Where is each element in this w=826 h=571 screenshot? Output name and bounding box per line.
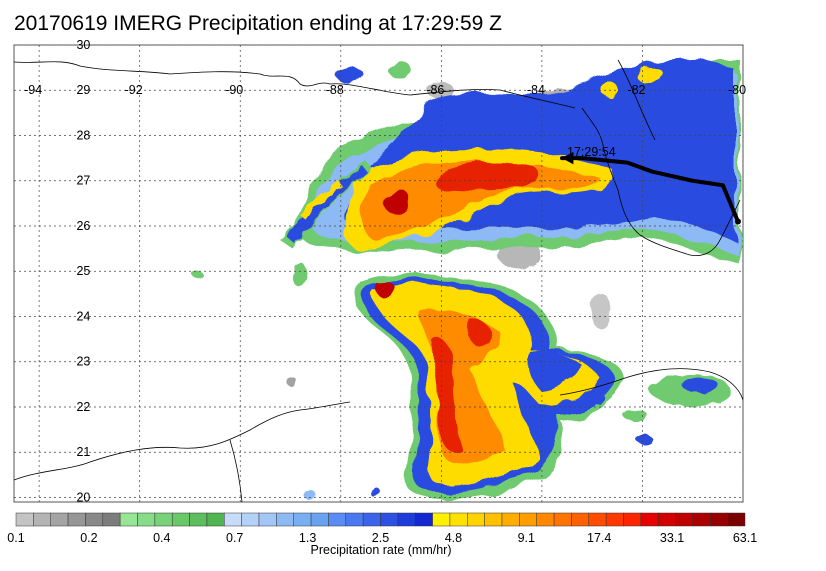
colorbar-swatch: [727, 512, 746, 527]
latitude-tick-label: 22: [76, 400, 90, 414]
page-title: 20170619 IMERG Precipitation ending at 1…: [14, 12, 502, 35]
colorbar-tick-label: 4.8: [444, 531, 463, 545]
longitude-labels: -94 -92 -90 -88 -86 -84 -82 -80: [24, 83, 746, 97]
colorbar-swatch: [258, 512, 277, 527]
track-arrow: [562, 151, 574, 165]
colorbar-tick-label: 17.4: [587, 531, 612, 545]
colorbar-swatch: [380, 512, 399, 527]
colorbar-swatch: [501, 512, 520, 527]
colorbar-swatch: [224, 512, 242, 527]
latitude-labels: 30 29 28 27 26 25 24 23 22 21 20: [76, 38, 90, 504]
colorbar-swatch: [449, 512, 468, 527]
longitude-tick-label: -94: [24, 83, 42, 97]
colorbar-swatch: [623, 512, 642, 527]
colorbar-swatch: [710, 512, 728, 527]
colorbar-swatch: [588, 512, 607, 527]
latitude-tick-label: 29: [76, 83, 90, 97]
colorbar-tick-label: 9.1: [517, 531, 535, 545]
colorbar-tick-label: 2.5: [371, 531, 390, 545]
colorbar-swatch: [571, 512, 590, 527]
colorbar-swatch: [657, 512, 676, 527]
colorbar: [15, 512, 746, 527]
colorbar-swatch: [85, 512, 104, 527]
latitude-tick-label: 24: [76, 309, 90, 323]
colorbar-swatch: [50, 512, 69, 527]
colorbar-swatch: [362, 512, 381, 527]
track-line: [560, 156, 740, 224]
colorbar-swatch: [553, 512, 572, 527]
latitude-tick-label: 30: [76, 38, 90, 52]
colorbar-swatch: [640, 512, 659, 527]
graticule: [14, 45, 743, 502]
colorbar-swatch: [310, 512, 329, 527]
colorbar-swatch: [154, 512, 173, 527]
track-start-dot: [734, 218, 741, 225]
colorbar-tick-label: 0.4: [153, 531, 171, 545]
colorbar-swatch: [519, 512, 537, 527]
colorbar-swatch: [137, 512, 156, 527]
colorbar-swatch: [171, 512, 190, 527]
longitude-tick-label: -84: [527, 83, 545, 97]
colorbar-tick-label: 63.1: [732, 531, 758, 545]
latitude-tick-label: 20: [76, 490, 90, 504]
colorbar-swatch: [276, 512, 294, 527]
colorbar-tick-label: 0.7: [225, 531, 244, 545]
satellite-track: [560, 151, 741, 225]
longitude-tick-label: -80: [728, 83, 746, 97]
latitude-tick-label: 25: [76, 264, 90, 278]
colorbar-swatch: [484, 512, 503, 527]
colorbar-swatch: [206, 512, 225, 527]
colorbar-swatch: [692, 512, 711, 527]
precipitation-field: [193, 58, 740, 500]
colorbar-swatch: [328, 512, 347, 527]
colorbar-swatch: [675, 512, 694, 527]
track-time-label: 17:29:54: [567, 145, 616, 159]
colorbar-tick-label: 0.1: [7, 531, 25, 545]
colorbar-title: Precipitation rate (mm/hr): [310, 543, 452, 557]
colorbar-swatch: [397, 512, 416, 527]
colorbar-swatch: [432, 512, 451, 527]
colorbar-swatch: [414, 512, 433, 527]
latitude-tick-label: 26: [76, 219, 90, 233]
latitude-tick-label: 27: [76, 174, 90, 188]
colorbar-swatch: [241, 512, 260, 527]
colorbar-swatch: [67, 512, 86, 527]
colorbar-tick-label: 1.3: [298, 531, 317, 545]
coastlines: [14, 59, 743, 502]
colorbar-swatch: [119, 512, 138, 527]
colorbar-tick-label: 33.1: [659, 531, 685, 545]
longitude-tick-label: -86: [426, 83, 444, 97]
colorbar-swatch: [102, 512, 121, 527]
colorbar-swatch: [345, 512, 364, 527]
longitude-tick-label: -90: [225, 83, 243, 97]
latitude-tick-label: 28: [76, 128, 90, 142]
longitude-tick-label: -88: [326, 83, 344, 97]
colorbar-swatch: [605, 512, 624, 527]
longitude-tick-label: -82: [627, 83, 645, 97]
longitude-tick-label: -92: [125, 83, 143, 97]
colorbar-swatch: [33, 512, 51, 527]
colorbar-tick-label: 0.2: [80, 531, 98, 545]
colorbar-swatch: [189, 512, 208, 527]
colorbar-swatch: [536, 512, 555, 527]
colorbar-swatch: [467, 512, 485, 527]
colorbar-swatch: [15, 512, 34, 527]
latitude-tick-label: 23: [76, 355, 90, 369]
latitude-tick-label: 21: [76, 445, 90, 459]
colorbar-swatch: [293, 512, 312, 527]
